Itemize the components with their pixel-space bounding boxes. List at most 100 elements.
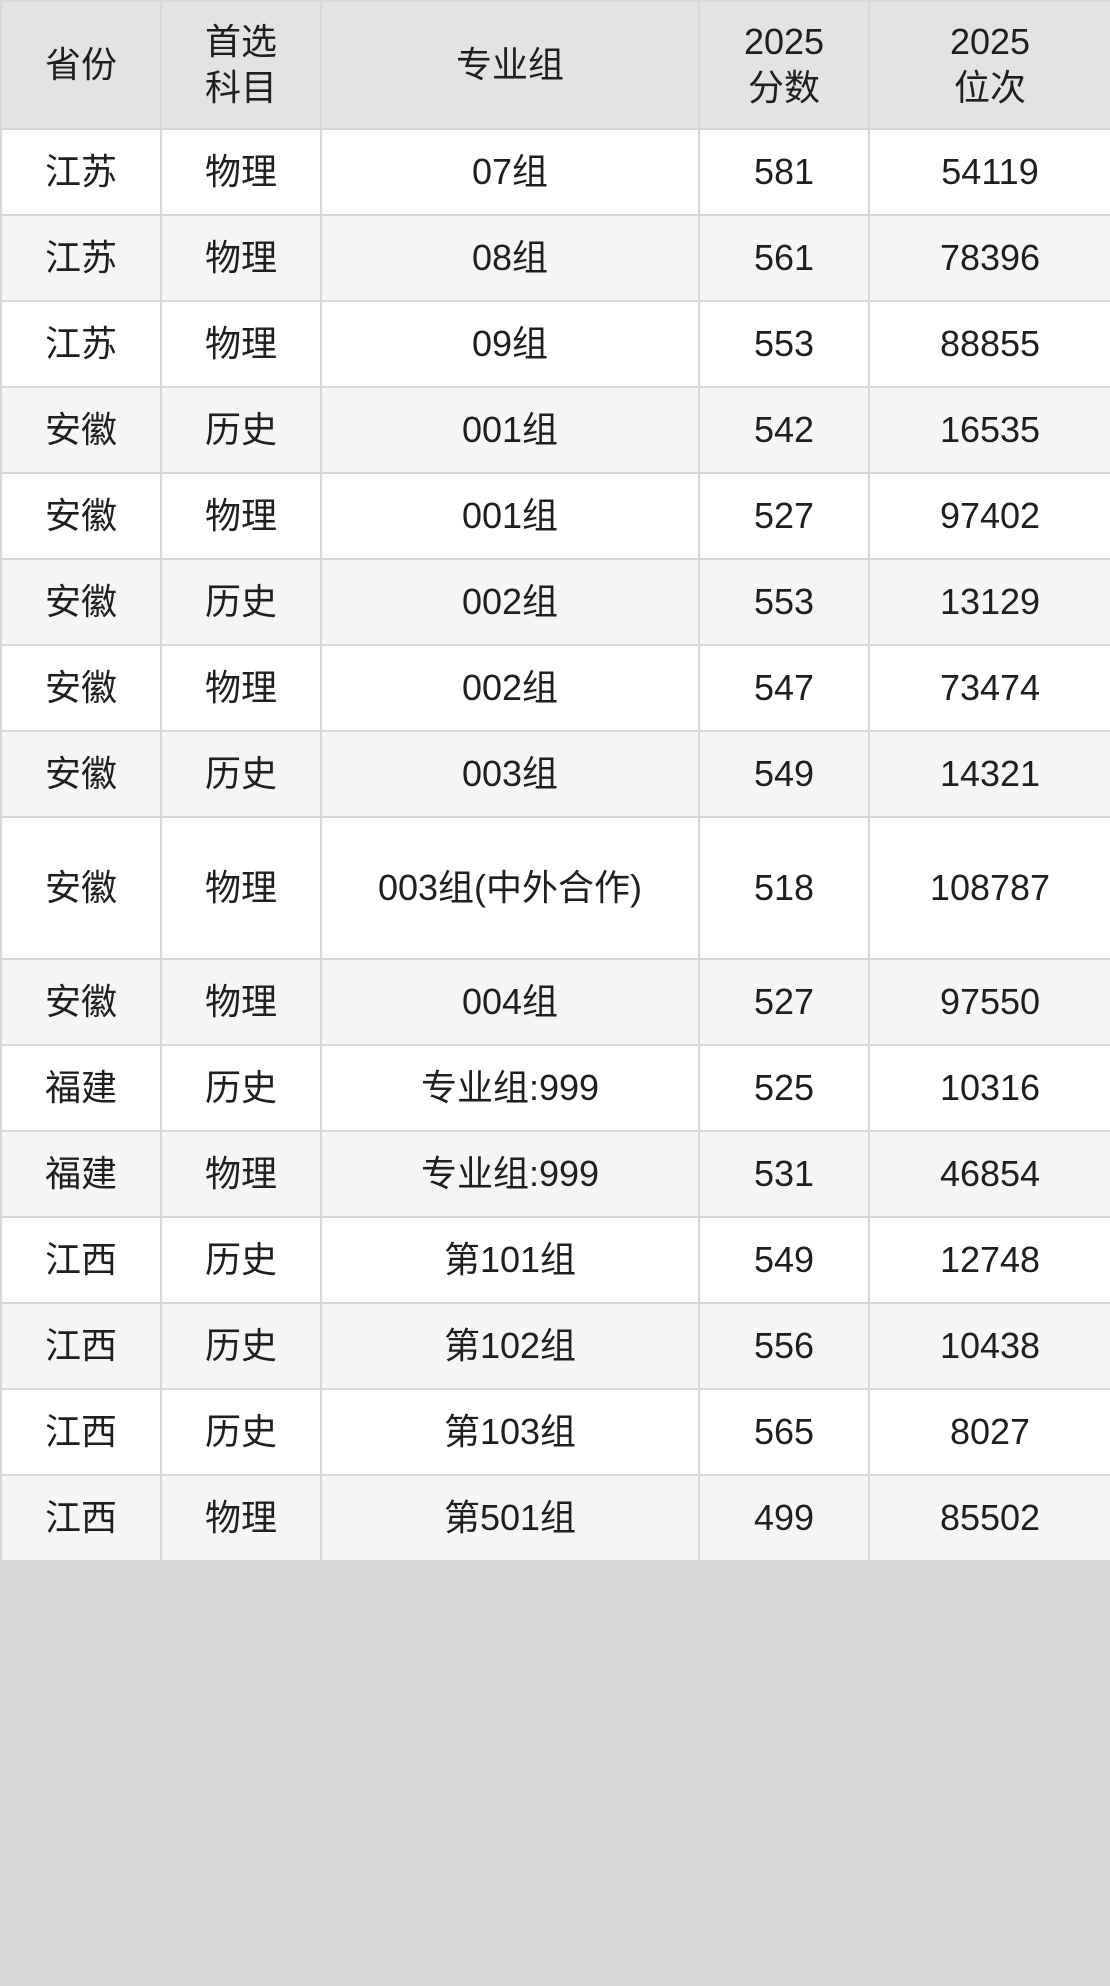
cell-score: 547 (700, 646, 868, 730)
cell-score: 561 (700, 216, 868, 300)
table-row: 江苏 物理 07组 581 54119 (2, 130, 1110, 214)
cell-subject: 物理 (162, 1476, 320, 1560)
cell-subject: 物理 (162, 474, 320, 558)
cell-subject: 历史 (162, 1218, 320, 1302)
cell-rank: 13129 (870, 560, 1110, 644)
cell-subject: 物理 (162, 216, 320, 300)
cell-group: 002组 (322, 560, 698, 644)
cell-subject: 物理 (162, 302, 320, 386)
cell-province: 江西 (2, 1304, 160, 1388)
cell-province: 江西 (2, 1218, 160, 1302)
cell-rank: 16535 (870, 388, 1110, 472)
cell-group: 07组 (322, 130, 698, 214)
column-header-group: 专业组 (322, 2, 698, 128)
cell-province: 安徽 (2, 474, 160, 558)
cell-group: 第501组 (322, 1476, 698, 1560)
column-header-province: 省份 (2, 2, 160, 128)
cell-rank: 10438 (870, 1304, 1110, 1388)
cell-subject: 物理 (162, 1132, 320, 1216)
cell-rank: 97402 (870, 474, 1110, 558)
admission-score-table: 省份 首选 科目 专业组 2025 分数 2025 位次 江苏 物理 07组 581 5… (0, 0, 1110, 1562)
cell-score: 525 (700, 1046, 868, 1130)
cell-group: 002组 (322, 646, 698, 730)
cell-rank: 108787 (870, 818, 1110, 958)
table-row: 安徽 物理 003组(中外合作) 518 108787 (2, 818, 1110, 958)
table-row: 江西 物理 第501组 499 85502 (2, 1476, 1110, 1560)
cell-score: 553 (700, 302, 868, 386)
cell-subject: 历史 (162, 1390, 320, 1474)
cell-rank: 8027 (870, 1390, 1110, 1474)
cell-group: 专业组:999 (322, 1046, 698, 1130)
table-row: 安徽 历史 002组 553 13129 (2, 560, 1110, 644)
cell-rank: 78396 (870, 216, 1110, 300)
cell-rank: 14321 (870, 732, 1110, 816)
cell-rank: 85502 (870, 1476, 1110, 1560)
cell-rank: 88855 (870, 302, 1110, 386)
cell-subject: 历史 (162, 1304, 320, 1388)
cell-score: 518 (700, 818, 868, 958)
cell-group: 09组 (322, 302, 698, 386)
cell-rank: 54119 (870, 130, 1110, 214)
cell-province: 安徽 (2, 732, 160, 816)
cell-province: 江苏 (2, 130, 160, 214)
cell-score: 542 (700, 388, 868, 472)
cell-rank: 10316 (870, 1046, 1110, 1130)
cell-score: 549 (700, 1218, 868, 1302)
cell-province: 安徽 (2, 818, 160, 958)
table-row: 安徽 历史 001组 542 16535 (2, 388, 1110, 472)
cell-province: 江西 (2, 1476, 160, 1560)
cell-score: 549 (700, 732, 868, 816)
cell-group: 第103组 (322, 1390, 698, 1474)
cell-score: 527 (700, 960, 868, 1044)
cell-group: 第101组 (322, 1218, 698, 1302)
cell-province: 福建 (2, 1046, 160, 1130)
cell-group: 004组 (322, 960, 698, 1044)
cell-rank: 12748 (870, 1218, 1110, 1302)
table-row: 福建 历史 专业组:999 525 10316 (2, 1046, 1110, 1130)
cell-group: 003组(中外合作) (322, 818, 698, 958)
cell-score: 527 (700, 474, 868, 558)
table-row: 江西 历史 第103组 565 8027 (2, 1390, 1110, 1474)
cell-group: 001组 (322, 474, 698, 558)
table-row: 江西 历史 第101组 549 12748 (2, 1218, 1110, 1302)
cell-score: 531 (700, 1132, 868, 1216)
cell-score: 499 (700, 1476, 868, 1560)
cell-province: 江苏 (2, 216, 160, 300)
cell-subject: 历史 (162, 1046, 320, 1130)
table-row: 江苏 物理 09组 553 88855 (2, 302, 1110, 386)
cell-rank: 46854 (870, 1132, 1110, 1216)
cell-province: 安徽 (2, 560, 160, 644)
cell-subject: 物理 (162, 960, 320, 1044)
column-header-rank: 2025 位次 (870, 2, 1110, 128)
cell-subject: 物理 (162, 646, 320, 730)
cell-group: 001组 (322, 388, 698, 472)
cell-province: 安徽 (2, 960, 160, 1044)
table-row: 安徽 物理 002组 547 73474 (2, 646, 1110, 730)
cell-group: 第102组 (322, 1304, 698, 1388)
table-header: 省份 首选 科目 专业组 2025 分数 2025 位次 (2, 2, 1110, 128)
cell-province: 安徽 (2, 646, 160, 730)
cell-province: 江苏 (2, 302, 160, 386)
cell-subject: 历史 (162, 732, 320, 816)
header-row: 省份 首选 科目 专业组 2025 分数 2025 位次 (2, 2, 1110, 128)
table-body: 江苏 物理 07组 581 54119 江苏 物理 08组 561 78396 江苏 物理 09组 553… (2, 130, 1110, 1560)
table-row: 安徽 物理 004组 527 97550 (2, 960, 1110, 1044)
table-row: 安徽 物理 001组 527 97402 (2, 474, 1110, 558)
cell-subject: 历史 (162, 388, 320, 472)
cell-province: 安徽 (2, 388, 160, 472)
table-row: 江西 历史 第102组 556 10438 (2, 1304, 1110, 1388)
cell-score: 581 (700, 130, 868, 214)
cell-group: 专业组:999 (322, 1132, 698, 1216)
cell-group: 003组 (322, 732, 698, 816)
cell-subject: 物理 (162, 130, 320, 214)
cell-rank: 73474 (870, 646, 1110, 730)
cell-rank: 97550 (870, 960, 1110, 1044)
cell-score: 556 (700, 1304, 868, 1388)
table-row: 安徽 历史 003组 549 14321 (2, 732, 1110, 816)
cell-province: 江西 (2, 1390, 160, 1474)
column-header-subject: 首选 科目 (162, 2, 320, 128)
cell-province: 福建 (2, 1132, 160, 1216)
cell-subject: 物理 (162, 818, 320, 958)
cell-subject: 历史 (162, 560, 320, 644)
